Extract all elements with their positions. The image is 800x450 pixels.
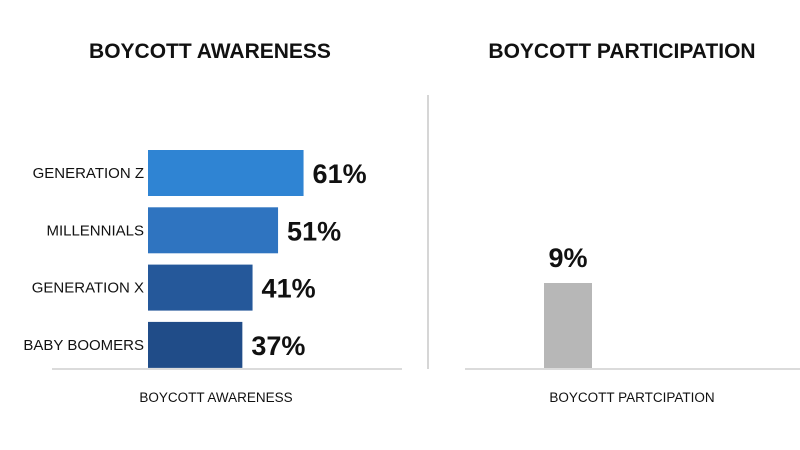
value-label: 41% bbox=[262, 274, 316, 304]
participation-bars: 9% bbox=[544, 243, 592, 368]
value-label: 37% bbox=[251, 331, 305, 361]
awareness-bar bbox=[148, 321, 243, 368]
awareness-bar bbox=[148, 150, 304, 196]
value-label: 51% bbox=[287, 216, 341, 246]
awareness-bar bbox=[148, 207, 279, 254]
participation-bar bbox=[544, 283, 592, 368]
value-label: 9% bbox=[548, 243, 587, 273]
participation-chart: BOYCOTT PARTICIPATION 9% BOYCOTT PARTCIP… bbox=[465, 40, 800, 405]
awareness-chart: BOYCOTT AWARENESS GENERATION Z 61% MILLENN… bbox=[23, 40, 402, 405]
category-label: BABY BOOMERS bbox=[23, 337, 144, 354]
participation-title: BOYCOTT PARTICIPATION bbox=[488, 40, 755, 63]
awareness-bars: GENERATION Z 61% MILLENNIALS 51% GENERATION … bbox=[23, 150, 367, 368]
category-label: GENERATION X bbox=[32, 280, 144, 297]
awareness-axis-label: BOYCOTT AWARENESS bbox=[139, 390, 292, 405]
category-label: MILLENNIALS bbox=[46, 222, 144, 239]
awareness-title: BOYCOTT AWARENESS bbox=[89, 40, 331, 63]
awareness-bar bbox=[148, 264, 253, 311]
value-label: 61% bbox=[313, 159, 367, 189]
participation-axis-label: BOYCOTT PARTCIPATION bbox=[549, 390, 714, 405]
category-label: GENERATION Z bbox=[33, 165, 144, 182]
